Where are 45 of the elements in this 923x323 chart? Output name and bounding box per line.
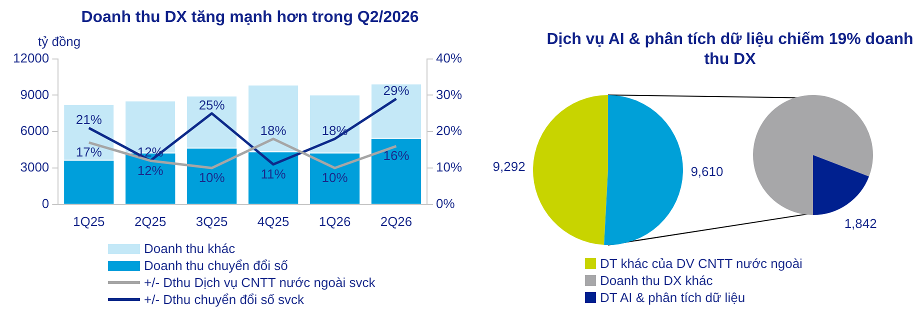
x-tick-label: 2Q26 — [380, 214, 412, 229]
bar — [64, 160, 114, 204]
y2-tick-label: 20% — [436, 123, 462, 138]
x-tick-label: 1Q26 — [318, 214, 351, 229]
data-label: 1,842 — [844, 216, 877, 231]
data-label: 18% — [260, 122, 287, 138]
x-tick-label: 1Q25 — [72, 214, 105, 229]
bar — [248, 152, 298, 204]
data-label: 9,610 — [690, 164, 724, 180]
bar — [371, 138, 422, 204]
data-label: 29% — [383, 82, 410, 98]
chart-title: Dịch vụ AI & phân tích dữ liệu chiếm 19% doanh thu DX — [546, 30, 914, 70]
data-label: 21% — [76, 112, 102, 127]
bar — [310, 153, 360, 204]
x-tick-label: 2Q25 — [134, 214, 166, 229]
legend-label: Doanh thu chuyển đổi số — [144, 258, 288, 273]
y-tick-label: 6000 — [20, 123, 50, 138]
y-axis-title: tỷ đồng — [38, 34, 81, 49]
chart-title: Doanh thu DX tăng mạnh hơn trong Q2/2026 — [80, 8, 420, 28]
y-tick-label: 3000 — [20, 160, 50, 175]
y-tick-label: 9000 — [20, 86, 50, 102]
legend-label: Doanh thu DX khác — [600, 273, 713, 288]
bar — [187, 148, 237, 204]
legend-label: DT AI & phân tích dữ liệu — [600, 290, 746, 305]
legend-label: DT khác của DV CNTT nước ngoài — [600, 256, 802, 271]
y2-tick-label: 0% — [436, 196, 456, 211]
data-label: 10% — [322, 170, 348, 186]
data-label: 17% — [76, 144, 102, 160]
data-label: 18% — [322, 122, 348, 138]
data-label: 9,292 — [492, 158, 526, 174]
y-tick-label: 0 — [42, 196, 50, 211]
data-label: 12% — [137, 162, 164, 178]
y2-tick-label: 40% — [436, 50, 462, 66]
data-label: 10% — [198, 170, 226, 186]
x-tick-label: 4Q25 — [257, 214, 290, 229]
legend-label: +/- Dthu chuyển đổi số svck — [144, 292, 304, 307]
legend-label: +/- Dthu Dịch vụ CNTT nước ngoài svck — [144, 275, 376, 290]
data-label: 11% — [260, 166, 286, 182]
y-tick-label: 12000 — [12, 50, 50, 66]
data-label: 25% — [198, 97, 226, 112]
legend-label: Doanh thu khác — [144, 241, 236, 256]
x-tick-label: 3Q25 — [196, 214, 228, 229]
data-label: 16% — [383, 148, 410, 164]
y2-tick-label: 30% — [436, 86, 462, 102]
y2-tick-label: 10% — [436, 160, 462, 175]
